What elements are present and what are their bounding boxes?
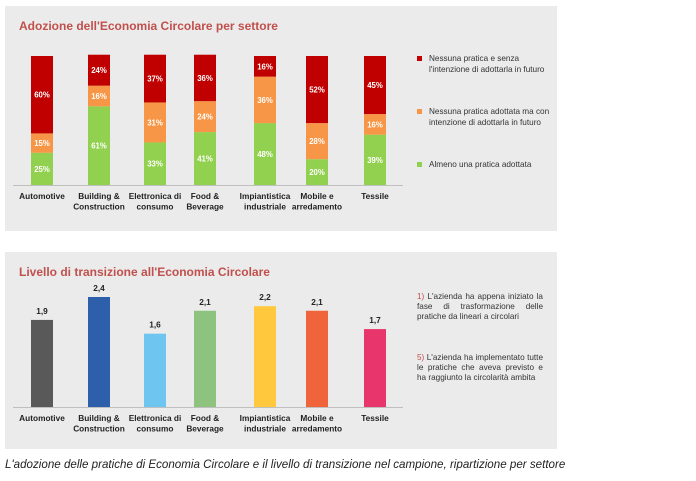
bar [364, 329, 386, 407]
category-label: Beverage [186, 424, 224, 434]
data-label: 41% [197, 155, 213, 164]
data-label: 45% [367, 81, 383, 90]
data-label: 20% [309, 168, 325, 177]
data-label: 2,1 [199, 297, 211, 307]
figure-caption: L'adozione delle pratiche di Economia Ci… [5, 458, 566, 471]
bar-segment [194, 54, 216, 102]
legend-swatch-orange [417, 109, 422, 114]
bar-segment [144, 102, 166, 143]
bar-segment [144, 142, 166, 185]
data-label: 52% [309, 86, 325, 95]
category-label: Mobile e [300, 191, 334, 201]
scale-note-number: 1) [417, 292, 425, 301]
category-label: Automotive [19, 413, 65, 423]
bar-segment [254, 76, 276, 124]
category-label: Tessile [361, 413, 389, 423]
category-label: Building & [78, 191, 119, 201]
bar-segment [306, 56, 328, 124]
bar-segment [88, 85, 110, 107]
bar-segment [88, 54, 110, 86]
category-label: Building & [78, 413, 119, 423]
bar [144, 333, 166, 407]
category-label: Impiantistica [240, 413, 291, 423]
legend-label: Nessuna pratica adottata ma con intenzio… [429, 107, 550, 127]
data-label: 16% [257, 62, 273, 71]
category-label: Tessile [361, 191, 389, 201]
bar-segment [31, 152, 53, 185]
data-label: 33% [147, 160, 163, 169]
scale-note-5: 5) L'azienda ha implementato tutte le pr… [417, 353, 543, 383]
bar-segment [254, 56, 276, 77]
bar [31, 319, 53, 407]
bar [306, 310, 328, 407]
bar-segment [31, 56, 53, 134]
transition-chart-svg: 1,9 Automotive 2,4 Building &Construction 1,… [13, 283, 403, 434]
data-label: 1,9 [36, 306, 48, 316]
bar-segment [194, 101, 216, 133]
bar [254, 306, 276, 407]
category-label: Construction [73, 202, 125, 212]
bar [194, 310, 216, 407]
data-label: 61% [91, 142, 107, 151]
bar-segment [306, 123, 328, 160]
bar [88, 297, 110, 407]
legend-label: Almeno una pratica adottata [429, 160, 532, 169]
category-label: Mobile e [300, 413, 334, 423]
data-label: 2,4 [93, 283, 105, 293]
category-label: arredamento [292, 424, 342, 434]
adoption-chart-title: Adozione dell'Economia Circolare per set… [19, 19, 278, 33]
scale-note-1: 1) L'azienda ha appena iniziato la fase … [417, 292, 543, 322]
data-label: 24% [91, 66, 107, 75]
bar-segment [306, 159, 328, 185]
legend-swatch-red [417, 56, 422, 61]
category-label: industriale [244, 202, 286, 212]
adoption-chart-svg: 25% 15% 60% Automotive 61% 16% 24% Building &Co… [13, 54, 403, 212]
transition-chart-panel: Livello di transizione all'Economia Circ… [5, 252, 557, 449]
bar-segment [364, 114, 386, 135]
bar-segment [254, 123, 276, 185]
data-label: 60% [34, 91, 50, 100]
data-label: 16% [367, 120, 383, 129]
transition-chart-title: Livello di transizione all'Economia Circ… [19, 265, 270, 279]
data-label: 1,6 [149, 320, 161, 330]
data-label: 16% [91, 92, 107, 101]
category-label: Food & [191, 413, 220, 423]
adoption-chart-panel: Adozione dell'Economia Circolare per set… [5, 6, 557, 231]
category-label: consumo [137, 202, 174, 212]
data-label: 37% [147, 75, 163, 84]
data-label: 36% [257, 96, 273, 105]
scale-note-text: L'azienda ha appena iniziato la fase di … [417, 292, 543, 321]
data-label: 36% [197, 74, 213, 83]
data-label: 2,2 [259, 292, 271, 302]
scale-note-number: 5) [417, 353, 425, 362]
category-label: Construction [73, 424, 125, 434]
category-label: Elettronica di [129, 191, 182, 201]
category-label: consumo [137, 424, 174, 434]
data-label: 28% [309, 137, 325, 146]
category-label: Automotive [19, 191, 65, 201]
bar-segment [364, 56, 386, 115]
category-label: Beverage [186, 202, 224, 212]
bar-segment [364, 134, 386, 185]
data-label: 24% [197, 113, 213, 122]
data-label: 48% [257, 150, 273, 159]
scale-note-text: L'azienda ha implementato tutte le prati… [417, 353, 543, 382]
data-label: 15% [34, 139, 50, 148]
category-label: industriale [244, 424, 286, 434]
data-label: 39% [367, 156, 383, 165]
bar-segment [31, 133, 53, 153]
category-label: Elettronica di [129, 413, 182, 423]
category-label: arredamento [292, 202, 342, 212]
legend-swatch-green [417, 162, 422, 167]
bar-segment [144, 54, 166, 103]
data-label: 31% [147, 118, 163, 127]
bar-segment [88, 106, 110, 185]
data-label: 1,7 [369, 315, 381, 325]
data-label: 2,1 [311, 297, 323, 307]
bar-segment [194, 132, 216, 185]
category-label: Impiantistica [240, 191, 291, 201]
category-label: Food & [191, 191, 220, 201]
legend-label: Nessuna pratica e senza l'intenzione di … [429, 54, 545, 74]
data-label: 25% [34, 165, 50, 174]
